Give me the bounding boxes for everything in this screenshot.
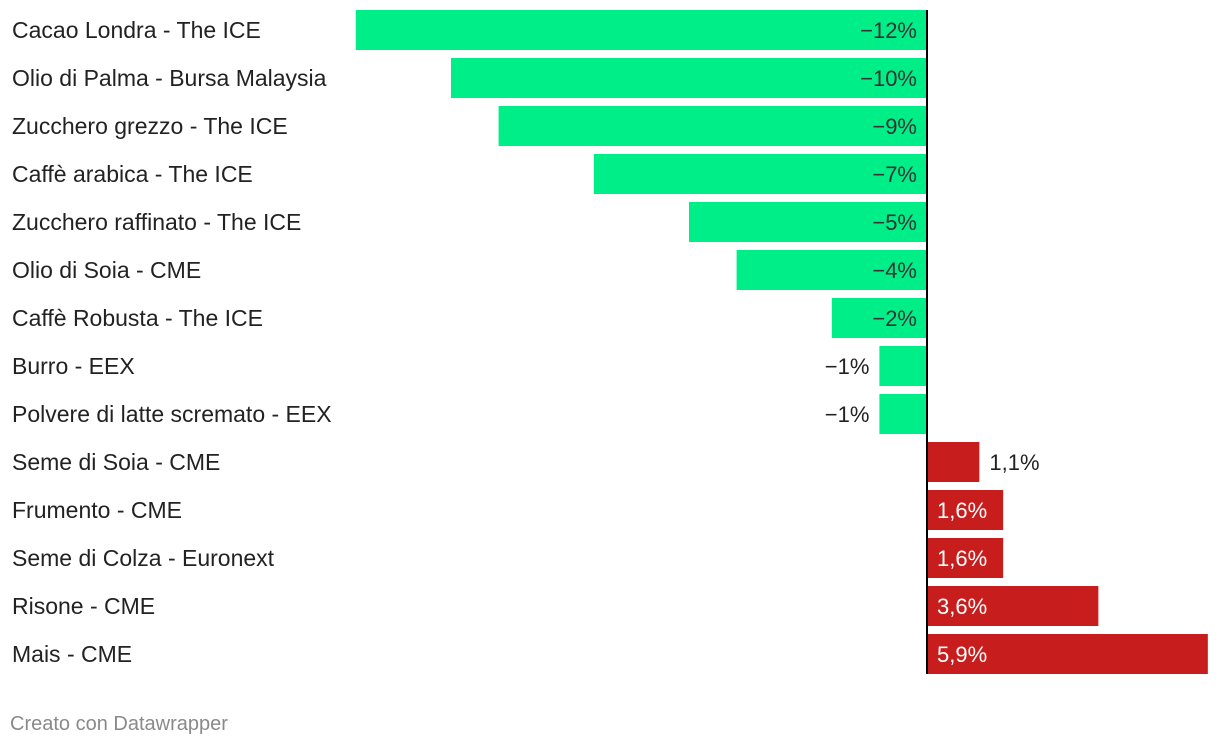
data-label: −1% [825, 402, 870, 427]
data-label: −12% [860, 18, 917, 43]
data-label: 5,9% [937, 642, 987, 667]
chart-row: Zucchero grezzo - The ICE −9% [12, 106, 927, 146]
category-label: Burro - EEX [12, 353, 135, 379]
bar [355, 10, 927, 50]
chart-row: Burro - EEX −1% [12, 346, 927, 386]
bar [831, 298, 927, 338]
bar [879, 346, 927, 386]
category-label: Zucchero grezzo - The ICE [12, 113, 288, 139]
chart-row: Seme di Soia - CME 1,1% [12, 442, 1040, 482]
chart-row: Caffè Robusta - The ICE −2% [12, 298, 927, 338]
data-label: 1,1% [989, 450, 1039, 475]
bar [451, 58, 927, 98]
data-label: −2% [872, 306, 917, 331]
category-label: Polvere di latte scremato - EEX [12, 401, 332, 427]
chart-rows: Cacao Londra - The ICE −12% Olio di Palma … [12, 10, 1208, 674]
data-label: −1% [825, 354, 870, 379]
data-label: 1,6% [937, 546, 987, 571]
bar [736, 250, 927, 290]
data-label: −10% [860, 66, 917, 91]
bar [498, 106, 927, 146]
category-label: Cacao Londra - The ICE [12, 17, 261, 43]
chart-row: Zucchero raffinato - The ICE −5% [12, 202, 927, 242]
category-label: Zucchero raffinato - The ICE [12, 209, 301, 235]
category-label: Risone - CME [12, 593, 155, 619]
chart-row: Olio di Palma - Bursa Malaysia −10% [12, 58, 927, 98]
category-label: Caffè arabica - The ICE [12, 161, 253, 187]
bar [927, 442, 980, 482]
category-label: Mais - CME [12, 641, 132, 667]
category-label: Olio di Palma - Bursa Malaysia [12, 65, 327, 91]
bar [927, 490, 1004, 530]
data-label: −9% [872, 114, 917, 139]
bar [879, 394, 927, 434]
category-label: Olio di Soia - CME [12, 257, 201, 283]
chart-row: Frumento - CME 1,6% [12, 490, 1004, 530]
data-label: 1,6% [937, 498, 987, 523]
chart-row: Caffè arabica - The ICE −7% [12, 154, 927, 194]
chart-row: Seme di Colza - Euronext 1,6% [12, 538, 1004, 578]
category-label: Seme di Soia - CME [12, 449, 220, 475]
data-label: −5% [872, 210, 917, 235]
category-label: Seme di Colza - Euronext [12, 545, 275, 571]
footer-credit: Creato con Datawrapper [10, 713, 228, 735]
bar-chart: Cacao Londra - The ICE −12% Olio di Palma … [12, 10, 1208, 674]
bar [689, 202, 927, 242]
bar [593, 154, 927, 194]
bar [927, 538, 1004, 578]
bar [927, 586, 1099, 626]
bar [927, 634, 1208, 674]
chart-row: Mais - CME 5,9% [12, 634, 1208, 674]
chart-row: Polvere di latte scremato - EEX −1% [12, 394, 927, 434]
data-label: −4% [872, 258, 917, 283]
chart-row: Cacao Londra - The ICE −12% [12, 10, 927, 50]
chart-row: Risone - CME 3,6% [12, 586, 1099, 626]
category-label: Frumento - CME [12, 497, 182, 523]
chart-row: Olio di Soia - CME −4% [12, 250, 927, 290]
category-label: Caffè Robusta - The ICE [12, 305, 263, 331]
data-label: 3,6% [937, 594, 987, 619]
data-label: −7% [872, 162, 917, 187]
